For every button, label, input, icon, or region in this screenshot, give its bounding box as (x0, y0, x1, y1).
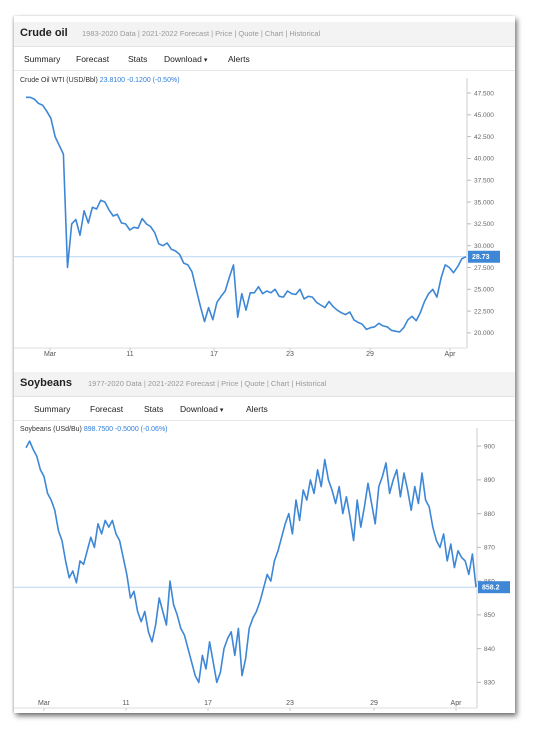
series-line (25, 440, 477, 684)
y-tick-label: 40.000 (474, 156, 494, 163)
x-tick-label: 11 (126, 351, 133, 358)
legend-series-name: Soybeans (USd/Bu) (20, 426, 82, 433)
y-tick-label: 880 (484, 511, 495, 518)
tab-alerts[interactable]: Alerts (246, 404, 268, 414)
crude-oil-tabs: Summary Forecast Stats Download ▾ Alerts (14, 48, 515, 71)
y-tick-label: 35.000 (474, 199, 494, 206)
y-tick-label: 42.500 (474, 134, 494, 141)
soybeans-links[interactable]: 1977-2020 Data | 2021-2022 Forecast | Pr… (88, 379, 327, 388)
tab-stats[interactable]: Stats (144, 404, 164, 414)
caret-down-icon: ▾ (203, 57, 208, 64)
tab-alerts[interactable]: Alerts (228, 54, 250, 64)
soybeans-panel: Soybeans 1977-2020 Data | 2021-2022 Fore… (14, 366, 515, 713)
tab-summary[interactable]: Summary (24, 54, 61, 64)
x-tick-label: 23 (286, 351, 294, 358)
x-tick-label: 29 (370, 700, 378, 707)
y-tick-label: 47.500 (474, 90, 494, 97)
x-tick-label: 29 (366, 351, 374, 358)
last-value-badge (478, 581, 510, 594)
last-value-label: 858.2 (482, 585, 500, 592)
tab-download[interactable]: Download ▾ (180, 404, 223, 414)
soybeans-chart[interactable]: 830840850860870880890900Mar11172329Apr85… (14, 416, 515, 713)
legend-series-value: 898.7500 -0.5000 (-0.06%) (83, 426, 168, 433)
crude-oil-legend: Crude Oil WTI (USD/Bbl) 23.8100 -0.1200 … (20, 77, 180, 84)
y-tick-label: 22.500 (474, 308, 494, 315)
legend-series-value: 23.8100 -0.1200 (-0.50%) (99, 77, 180, 84)
crude-oil-chart[interactable]: 20.000 22.500 25.000 27.500 30.000 32.500 35.0… (14, 66, 515, 358)
caret-down-icon: ▾ (219, 407, 224, 414)
x-tick-label: Mar (38, 700, 51, 707)
crude-oil-panel: Crude oil 1983-2020 Data | 2021-2022 For… (14, 16, 515, 358)
tab-stats[interactable]: Stats (128, 54, 148, 64)
tab-download[interactable]: Download ▾ (164, 54, 207, 64)
y-tick-label: 27.500 (474, 265, 494, 272)
last-value-badge (468, 250, 500, 263)
last-value-label: 28.73 (472, 254, 490, 261)
x-tick-label: 17 (204, 700, 212, 707)
y-tick-label: 890 (484, 477, 495, 484)
crude-oil-title: Crude oil (20, 27, 68, 39)
tab-forecast[interactable]: Forecast (76, 54, 110, 64)
y-tick-label: 850 (484, 612, 495, 619)
y-tick-label: 900 (484, 443, 495, 450)
y-tick-label: 45.000 (474, 112, 494, 119)
soybeans-title: Soybeans (20, 377, 72, 389)
y-tick-label: 25.000 (474, 287, 494, 294)
legend-series-name: Crude Oil WTI (USD/Bbl) (20, 77, 98, 84)
y-tick-label: 32.500 (474, 221, 494, 228)
y-tick-label: 870 (484, 545, 495, 552)
x-tick-label: Apr (445, 351, 457, 358)
crude-oil-links[interactable]: 1983-2020 Data | 2021-2022 Forecast | Pr… (82, 29, 321, 38)
x-tick-label: 11 (122, 700, 129, 707)
screenshot-frame: Crude oil 1983-2020 Data | 2021-2022 For… (14, 16, 515, 713)
y-tick-label: 37.500 (474, 178, 494, 185)
download-label: Download (164, 54, 202, 64)
series-line (26, 96, 467, 333)
crude-oil-titlebar: Crude oil 1983-2020 Data | 2021-2022 For… (14, 22, 515, 47)
x-tick-label: Apr (451, 700, 463, 707)
x-tick-label: 23 (286, 700, 294, 707)
x-tick-label: Mar (44, 351, 57, 358)
soybeans-legend: Soybeans (USd/Bu) 898.7500 -0.5000 (-0.0… (20, 426, 168, 433)
x-tick-label: 17 (210, 351, 218, 358)
soybeans-titlebar: Soybeans 1977-2020 Data | 2021-2022 Fore… (14, 372, 515, 397)
tab-forecast[interactable]: Forecast (90, 404, 124, 414)
y-tick-label: 20.000 (474, 330, 494, 337)
y-tick-label: 830 (484, 680, 495, 687)
y-tick-label: 840 (484, 646, 495, 653)
tab-summary[interactable]: Summary (34, 404, 71, 414)
y-tick-label: 30.000 (474, 243, 494, 250)
download-label: Download (180, 404, 218, 414)
soybeans-tabs: Summary Forecast Stats Download ▾ Alerts (14, 398, 515, 421)
